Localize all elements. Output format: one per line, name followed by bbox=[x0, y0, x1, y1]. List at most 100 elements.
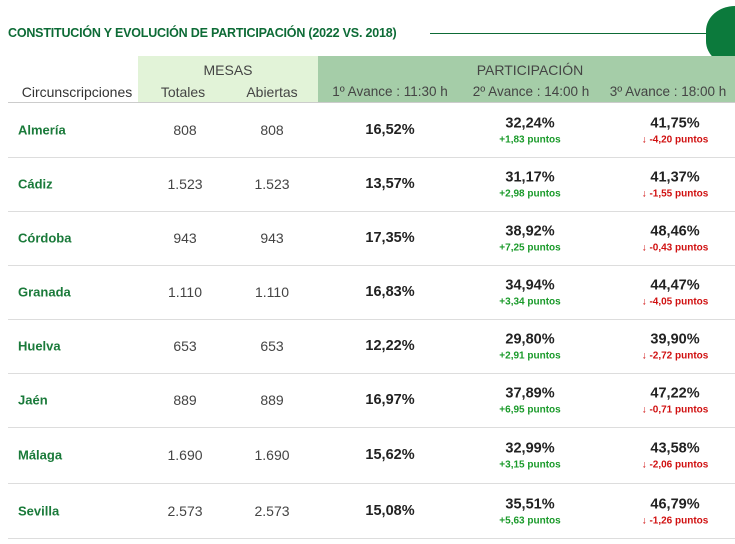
avance-2-cell: 32,24% +1,83 puntos bbox=[499, 115, 560, 146]
avance-1-value: 12,22% bbox=[365, 338, 415, 354]
table-row: Córdoba 943 943 17,35% 38,92% +7,25 punto… bbox=[8, 211, 735, 266]
circunscripcion-name: Cádiz bbox=[18, 176, 53, 192]
avance-2-cell: 35,51% +5,63 puntos bbox=[499, 495, 560, 526]
avance-3-value: 41,75% bbox=[650, 115, 700, 132]
avance-3-diff: -0,71 puntos bbox=[649, 404, 709, 416]
avance-3-cell: 41,37% ↓ -1,55 puntos bbox=[642, 169, 709, 200]
mesas-totales: 889 bbox=[173, 392, 197, 408]
mesas-abiertas: 889 bbox=[260, 392, 284, 408]
header-abiertas: Abiertas bbox=[246, 84, 298, 100]
avance-2-value: 32,99% bbox=[505, 440, 555, 457]
mesas-totales: 943 bbox=[173, 230, 197, 246]
avance-2-diff: +3,15 puntos bbox=[499, 459, 561, 471]
avance-2-diff: +5,63 puntos bbox=[499, 515, 561, 526]
avance-1-value: 17,35% bbox=[365, 230, 415, 246]
avance-2-cell: 37,89% +6,95 puntos bbox=[499, 385, 560, 416]
avance-1-value: 16,52% bbox=[365, 122, 415, 138]
circunscripcion-name: Almería bbox=[18, 122, 66, 138]
avance-2-value: 32,24% bbox=[505, 115, 555, 132]
arrow-down-icon: ↓ bbox=[641, 188, 650, 200]
mesas-abiertas: 653 bbox=[260, 338, 284, 354]
avance-3-cell: 43,58% ↓ -2,06 puntos bbox=[642, 440, 709, 471]
table-row: Cádiz 1.523 1.523 13,57% 31,17% +2,98 pun… bbox=[8, 157, 735, 212]
avance-3-cell: 39,90% ↓ -2,72 puntos bbox=[642, 331, 709, 362]
mesas-totales: 653 bbox=[173, 338, 197, 354]
avance-2-cell: 31,17% +2,98 puntos bbox=[499, 169, 560, 200]
mesas-abiertas: 808 bbox=[260, 122, 284, 138]
avance-2-value: 35,51% bbox=[505, 496, 555, 512]
arrow-down-icon: ↓ bbox=[641, 242, 650, 254]
avance-3-diff: -4,20 puntos bbox=[649, 134, 709, 146]
table-row: Jaén 889 889 16,97% 37,89% +6,95 puntos 4… bbox=[8, 373, 735, 428]
circunscripcion-name: Granada bbox=[18, 284, 71, 300]
mesas-abiertas: 1.110 bbox=[255, 284, 289, 300]
avance-2-value: 34,94% bbox=[505, 277, 555, 294]
avance-3-diff: -4,05 puntos bbox=[649, 296, 709, 308]
mesas-totales: 2.573 bbox=[167, 502, 203, 519]
avance-2-cell: 29,80% +2,91 puntos bbox=[499, 331, 560, 362]
avance-1-value: 15,08% bbox=[365, 502, 415, 519]
circunscripcion-name: Córdoba bbox=[18, 230, 72, 246]
avance-3-cell: 48,46% ↓ -0,43 puntos bbox=[642, 223, 709, 254]
avance-2-cell: 32,99% +3,15 puntos bbox=[499, 440, 560, 471]
header-avance-1: 1º Avance : 11:30 h bbox=[332, 84, 448, 99]
circunscripcion-name: Sevilla bbox=[18, 503, 60, 518]
arrow-down-icon: ↓ bbox=[641, 134, 650, 146]
avance-3-value: 43,58% bbox=[650, 440, 700, 457]
mesas-totales: 1.523 bbox=[167, 176, 203, 192]
avance-1-value: 15,62% bbox=[365, 447, 415, 463]
avance-1-value: 16,97% bbox=[365, 392, 415, 408]
circunscripcion-name: Huelva bbox=[18, 338, 61, 354]
arrow-down-icon: ↓ bbox=[641, 515, 650, 526]
avance-3-value: 41,37% bbox=[650, 169, 700, 186]
avance-3-value: 44,47% bbox=[650, 277, 700, 294]
mesas-abiertas: 2.573 bbox=[254, 502, 290, 519]
table-row: Sevilla 2.573 2.573 15,08% 35,51% +5,63 p… bbox=[8, 483, 735, 539]
avance-3-cell: 46,79% ↓ -1,26 puntos bbox=[642, 495, 709, 526]
avance-2-diff: +3,34 puntos bbox=[499, 296, 561, 308]
title-divider bbox=[430, 33, 710, 34]
avance-3-value: 48,46% bbox=[650, 223, 700, 240]
avance-3-value: 39,90% bbox=[650, 331, 700, 348]
mesas-totales: 1.110 bbox=[168, 284, 202, 300]
mesas-header-bg bbox=[138, 56, 318, 102]
avance-2-cell: 38,92% +7,25 puntos bbox=[499, 223, 560, 254]
avance-2-diff: +6,95 puntos bbox=[499, 404, 561, 416]
header-mesas: MESAS bbox=[203, 62, 253, 78]
header-divider bbox=[8, 102, 735, 103]
table-row: Huelva 653 653 12,22% 29,80% +2,91 puntos… bbox=[8, 319, 735, 374]
avance-2-value: 38,92% bbox=[505, 223, 555, 240]
header-avance-2: 2º Avance : 14:00 h bbox=[472, 84, 590, 99]
table-row: Granada 1.110 1.110 16,83% 34,94% +3,34 p… bbox=[8, 265, 735, 320]
mesas-abiertas: 943 bbox=[260, 230, 284, 246]
arrow-down-icon: ↓ bbox=[641, 459, 650, 471]
avance-1-value: 13,57% bbox=[365, 176, 415, 192]
mesas-abiertas: 1.690 bbox=[254, 447, 290, 463]
arrow-down-icon: ↓ bbox=[641, 350, 650, 362]
header-totales: Totales bbox=[160, 84, 206, 100]
avance-3-diff: -1,55 puntos bbox=[649, 188, 709, 200]
avance-3-cell: 41,75% ↓ -4,20 puntos bbox=[642, 115, 709, 146]
circunscripcion-name: Jaén bbox=[18, 392, 48, 408]
header-avance-3: 3º Avance : 18:00 h bbox=[609, 84, 727, 99]
avance-2-diff: +7,25 puntos bbox=[499, 242, 561, 254]
avance-3-diff: -1,26 puntos bbox=[649, 515, 709, 526]
section-title: CONSTITUCIÓN Y EVOLUCIÓN DE PARTICIPACIÓ… bbox=[8, 26, 397, 40]
avance-3-cell: 47,22% ↓ -0,71 puntos bbox=[642, 385, 709, 416]
avance-2-diff: +1,83 puntos bbox=[499, 134, 561, 146]
avance-2-diff: +2,98 puntos bbox=[499, 188, 561, 200]
avance-3-diff: -2,06 puntos bbox=[649, 459, 709, 471]
circunscripcion-name: Málaga bbox=[18, 447, 63, 463]
avance-3-value: 46,79% bbox=[650, 496, 700, 512]
avance-3-value: 47,22% bbox=[650, 385, 700, 402]
avance-2-value: 37,89% bbox=[505, 385, 555, 402]
avance-3-cell: 44,47% ↓ -4,05 puntos bbox=[642, 277, 709, 308]
avance-3-diff: -0,43 puntos bbox=[649, 242, 709, 254]
table-row: Almería 808 808 16,52% 32,24% +1,83 punto… bbox=[8, 103, 735, 158]
avance-1-value: 16,83% bbox=[365, 284, 415, 300]
mesas-totales: 808 bbox=[173, 122, 197, 138]
mesas-totales: 1.690 bbox=[167, 447, 203, 463]
avance-2-value: 29,80% bbox=[505, 331, 555, 348]
mesas-abiertas: 1.523 bbox=[254, 176, 290, 192]
participacion-header-bg bbox=[318, 56, 735, 102]
